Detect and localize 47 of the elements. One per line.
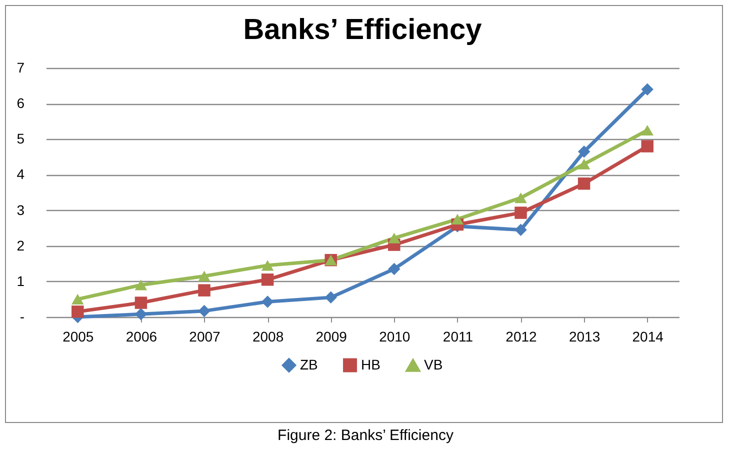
x-tick-label: 2011 [442, 328, 474, 344]
y-tick-label: 4 [16, 166, 25, 182]
x-tick-label: 2007 [189, 328, 221, 344]
point [514, 224, 527, 236]
y-tick-label: 3 [16, 202, 25, 218]
point [578, 177, 590, 190]
point [261, 274, 274, 286]
point [641, 83, 654, 96]
point [134, 308, 148, 320]
x-tick-label: 2008 [252, 328, 284, 344]
y-tick-label: 5 [16, 130, 25, 147]
x-tick-label: 2012 [506, 328, 538, 344]
point [134, 296, 148, 309]
point [451, 214, 464, 224]
point [261, 296, 274, 308]
caption: Figure 2: Banks’ Efficiency [276, 427, 454, 444]
x-tick-label: 2009 [316, 328, 348, 344]
point [261, 260, 274, 271]
point [578, 158, 590, 170]
legend-label: VB [424, 356, 443, 373]
point [198, 304, 210, 318]
y-tick-label: 1 [16, 272, 25, 289]
point [578, 145, 590, 158]
point [198, 270, 210, 282]
x-tick-label: 2006 [126, 328, 158, 344]
x-tick-label: 2005 [62, 328, 94, 344]
y-tick-label: - [20, 308, 25, 324]
point [72, 306, 84, 318]
x-tick-label: 2014 [632, 328, 664, 344]
point [134, 280, 148, 290]
point [198, 284, 210, 296]
point [514, 206, 527, 219]
chart-title: Banks’ Efficiency [243, 14, 482, 46]
point [388, 262, 400, 276]
y-tick-label: 6 [16, 95, 25, 112]
point [641, 124, 654, 136]
legend-label: HB [361, 356, 380, 372]
x-tick-label: 2013 [568, 328, 600, 344]
y-tick-label: 2 [16, 237, 25, 254]
y-tick-label: 7 [16, 60, 25, 76]
point [324, 291, 337, 304]
x-tick-label: 2010 [379, 328, 410, 344]
point [641, 140, 654, 152]
point [514, 192, 527, 204]
point [72, 294, 84, 305]
legend-label: ZB [300, 356, 318, 372]
point [388, 232, 400, 244]
